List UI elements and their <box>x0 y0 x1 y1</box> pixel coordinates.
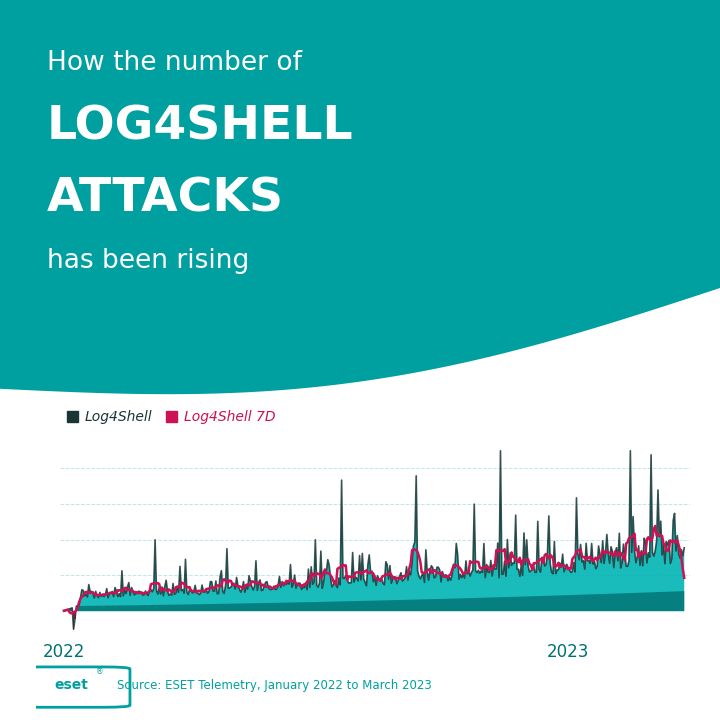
Legend: Log4Shell, Log4Shell 7D: Log4Shell, Log4Shell 7D <box>67 410 276 424</box>
Text: ®: ® <box>96 667 103 676</box>
Bar <box>73 611 74 629</box>
Text: LOG4SHELL: LOG4SHELL <box>47 104 354 149</box>
Text: eset: eset <box>55 678 89 692</box>
Bar <box>74 611 76 619</box>
Text: ATTACKS: ATTACKS <box>47 176 284 222</box>
FancyBboxPatch shape <box>13 667 130 707</box>
Text: has been rising: has been rising <box>47 248 249 274</box>
Text: How the number of: How the number of <box>47 50 302 76</box>
Text: Source: ESET Telemetry, January 2022 to March 2023: Source: ESET Telemetry, January 2022 to … <box>117 678 432 692</box>
Polygon shape <box>0 0 720 394</box>
